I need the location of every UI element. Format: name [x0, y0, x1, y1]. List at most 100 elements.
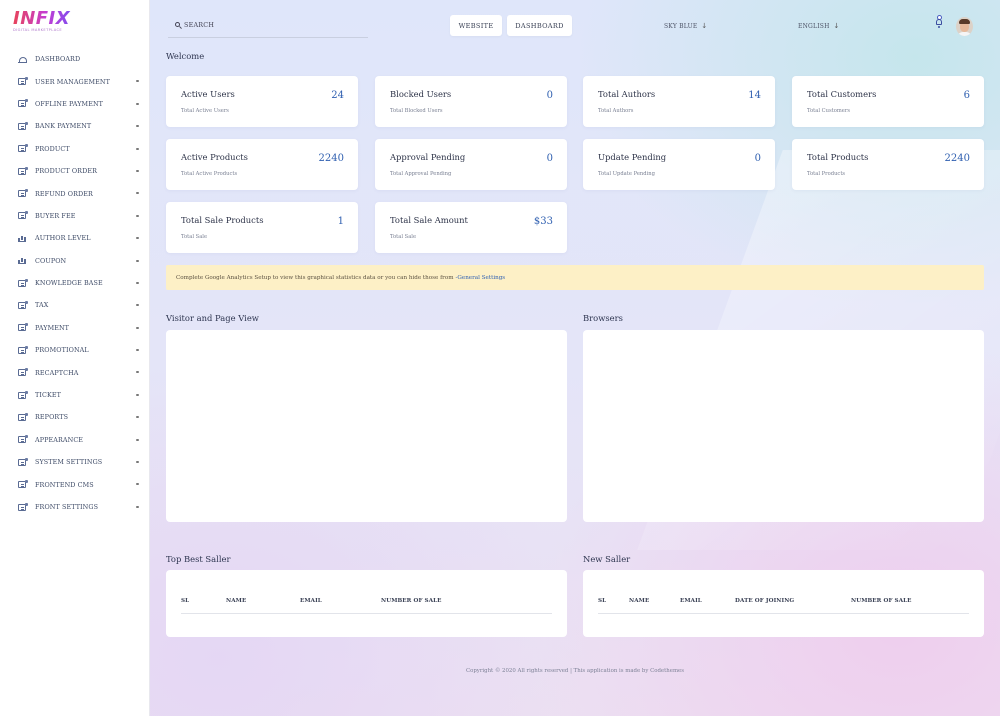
sidebar-item-refund-order[interactable]: REFUND ORDER	[0, 182, 150, 204]
sidebar-item-label: OFFLINE PAYMENT	[35, 99, 104, 108]
table-divider	[181, 613, 552, 614]
document-icon	[18, 345, 28, 354]
sidebar-item-system-settings[interactable]: SYSTEM SETTINGS	[0, 451, 150, 473]
logo-text: INFIX	[13, 10, 73, 28]
notification-bell-icon[interactable]	[935, 15, 943, 28]
sidebar-item-bank-payment[interactable]: BANK PAYMENT	[0, 115, 150, 137]
document-icon	[18, 300, 28, 309]
stat-card-subtitle: Total Customers	[807, 108, 850, 114]
chevron-down-icon	[136, 304, 139, 307]
user-avatar[interactable]	[956, 17, 973, 36]
analytics-notice: Complete Google Analytics Setup to view …	[166, 265, 984, 290]
top-seller-table: SL NAME EMAIL NUMBER OF SALE	[166, 570, 567, 637]
sidebar-item-label: BANK PAYMENT	[35, 122, 92, 131]
sidebar-item-label: FRONT SETTINGS	[35, 503, 99, 511]
sidebar-item-front-settings[interactable]: FRONT SETTINGS	[0, 496, 150, 518]
table-header-name: NAME	[629, 598, 650, 604]
chevron-down-icon	[136, 169, 139, 172]
stat-card-active-users[interactable]: Active Users Total Active Users 24	[166, 76, 358, 127]
stat-card-total-customers[interactable]: Total Customers Total Customers 6	[792, 76, 984, 127]
chevron-down-icon	[136, 349, 139, 352]
sidebar-item-appearance[interactable]: APPEARANCE	[0, 429, 150, 451]
document-icon	[18, 480, 28, 489]
table-header-email: EMAIL	[680, 598, 702, 604]
stat-card-update-pending[interactable]: Update Pending Total Update Pending 0	[583, 139, 775, 190]
stat-card-title: Approval Pending	[390, 152, 466, 162]
sidebar-item-product[interactable]: PRODUCT	[0, 138, 150, 160]
sidebar-item-label: TICKET	[35, 391, 61, 400]
sidebar-item-promotional[interactable]: PROMOTIONAL	[0, 339, 150, 361]
chevron-down-icon	[136, 102, 139, 105]
sidebar-item-label: PRODUCT ORDER	[35, 167, 97, 176]
new-seller-table: SL NAME EMAIL DATE OF JOINING NUMBER OF …	[583, 570, 984, 637]
logo-tagline: DIGITAL MARKETPLACE	[13, 28, 63, 32]
chevron-down-icon	[136, 371, 139, 374]
browsers-section-title: Browsers	[583, 313, 623, 323]
chevron-down-icon	[136, 80, 139, 83]
sidebar-item-dashboard[interactable]: DASHBOARD	[0, 48, 150, 70]
language-select[interactable]: ENGLISH ↓	[798, 22, 840, 30]
stat-card-title: Active Products	[181, 152, 248, 162]
general-settings-link[interactable]: -General Settings	[455, 274, 506, 281]
sidebar-item-reports[interactable]: REPORTS	[0, 406, 150, 428]
sidebar-item-tax[interactable]: TAX	[0, 294, 150, 316]
chevron-down-icon	[136, 416, 139, 419]
avatar-shirt	[957, 32, 972, 36]
main-content: WEBSITE DASHBOARD SKY BLUE ↓ ENGLISH ↓ W…	[150, 0, 1000, 716]
stat-card-value: 1	[337, 216, 344, 227]
stat-card-value: 24	[331, 90, 344, 101]
sidebar-item-payment[interactable]: PAYMENT	[0, 317, 150, 339]
sidebar-item-knowledge-base[interactable]: KNOWLEDGE BASE	[0, 272, 150, 294]
arrow-down-icon: ↓	[701, 22, 708, 30]
table-header-sl: SL	[598, 598, 607, 604]
stat-card-active-products[interactable]: Active Products Total Active Products 22…	[166, 139, 358, 190]
new-seller-section-title: New Saller	[583, 554, 631, 564]
sidebar-item-offline-payment[interactable]: OFFLINE PAYMENT	[0, 93, 150, 115]
table-header-date-of-joining: DATE OF JOINING	[735, 598, 795, 604]
stat-card-subtitle: Total Authors	[598, 108, 634, 114]
arrow-down-icon: ↓	[833, 22, 840, 30]
browsers-chart-panel	[583, 330, 984, 522]
stat-card-total-sale-products[interactable]: Total Sale Products Total Sale 1	[166, 202, 358, 253]
sidebar-item-coupon[interactable]: COUPON	[0, 250, 150, 272]
stat-card-value: 0	[754, 153, 761, 164]
dashboard-icon	[18, 56, 27, 63]
dashboard-button[interactable]: DASHBOARD	[507, 15, 572, 36]
chevron-down-icon	[136, 214, 139, 217]
sidebar-item-user-management[interactable]: USER MANAGEMENT	[0, 70, 150, 92]
chevron-down-icon	[136, 393, 139, 396]
stat-card-value: 2240	[318, 153, 344, 164]
stat-card-total-authors[interactable]: Total Authors Total Authors 14	[583, 76, 775, 127]
bar-chart-icon	[18, 257, 26, 265]
sidebar-item-frontend-cms[interactable]: FRONTEND CMS	[0, 473, 150, 495]
document-icon	[18, 390, 28, 399]
chevron-down-icon	[136, 192, 139, 195]
search-box	[168, 12, 368, 38]
stat-card-value: 6	[963, 90, 970, 101]
theme-select[interactable]: SKY BLUE ↓	[664, 22, 707, 30]
sidebar-item-label: REFUND ORDER	[35, 189, 93, 198]
table-divider	[598, 613, 969, 614]
search-input[interactable]	[184, 20, 344, 29]
bar-chart-icon	[18, 235, 26, 242]
search-icon[interactable]	[175, 21, 180, 27]
stat-card-approval-pending[interactable]: Approval Pending Total Approval Pending …	[375, 139, 567, 190]
website-button[interactable]: WEBSITE	[450, 15, 502, 36]
sidebar: INFIX DIGITAL MARKETPLACE DASHBOARD USER…	[0, 0, 150, 716]
avatar-face	[960, 21, 969, 32]
sidebar-item-product-order[interactable]: PRODUCT ORDER	[0, 160, 150, 182]
stat-card-total-sale-amount[interactable]: Total Sale Amount Total Sale $33	[375, 202, 567, 253]
stat-card-blocked-users[interactable]: Blocked Users Total Blocked Users 0	[375, 76, 567, 127]
document-icon	[18, 189, 28, 198]
document-icon	[18, 211, 28, 220]
sidebar-item-author-level[interactable]: AUTHOR LEVEL	[0, 227, 150, 249]
stat-card-subtitle: Total Sale	[390, 234, 417, 240]
stat-card-total-products[interactable]: Total Products Total Products 2240	[792, 139, 984, 190]
sidebar-item-ticket[interactable]: TICKET	[0, 384, 150, 406]
chevron-down-icon	[136, 505, 139, 508]
chevron-down-icon	[136, 237, 139, 240]
brand-logo[interactable]: INFIX DIGITAL MARKETPLACE	[13, 10, 73, 35]
sidebar-item-buyer-fee[interactable]: BUYER FEE	[0, 205, 150, 227]
sidebar-item-recaptcha[interactable]: RECAPTCHA	[0, 361, 150, 383]
document-icon	[18, 502, 28, 511]
